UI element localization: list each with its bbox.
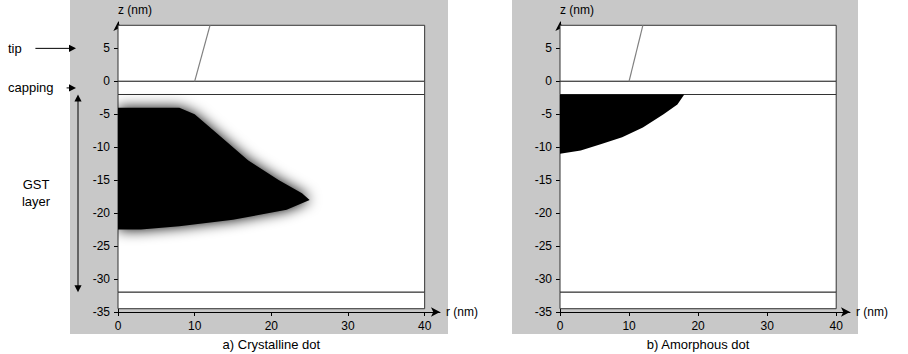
svg-text:0: 0 <box>115 319 122 333</box>
svg-text:-20: -20 <box>93 206 111 220</box>
svg-text:-5: -5 <box>99 107 110 121</box>
svg-text:a) Crystalline dot: a) Crystalline dot <box>223 337 321 352</box>
svg-text:-30: -30 <box>93 272 111 286</box>
svg-text:z (nm): z (nm) <box>118 3 152 17</box>
svg-text:10: 10 <box>188 319 202 333</box>
svg-text:r (nm): r (nm) <box>446 305 478 319</box>
svg-text:30: 30 <box>341 319 355 333</box>
svg-text:0: 0 <box>557 319 564 333</box>
svg-text:-15: -15 <box>535 173 553 187</box>
svg-text:-25: -25 <box>535 239 553 253</box>
svg-text:-25: -25 <box>93 239 111 253</box>
svg-text:30: 30 <box>760 319 774 333</box>
svg-text:tip: tip <box>8 41 22 56</box>
svg-text:10: 10 <box>622 319 636 333</box>
svg-text:-35: -35 <box>535 305 553 319</box>
svg-text:0: 0 <box>103 74 110 88</box>
svg-text:5: 5 <box>103 41 110 55</box>
svg-text:b) Amorphous dot: b) Amorphous dot <box>647 337 750 352</box>
svg-text:40: 40 <box>418 319 432 333</box>
svg-text:20: 20 <box>691 319 705 333</box>
svg-text:40: 40 <box>830 319 844 333</box>
svg-text:r (nm): r (nm) <box>856 305 888 319</box>
svg-text:z (nm): z (nm) <box>560 3 594 17</box>
svg-text:GST: GST <box>23 177 50 192</box>
svg-text:-30: -30 <box>535 272 553 286</box>
svg-text:-20: -20 <box>535 206 553 220</box>
svg-text:-10: -10 <box>535 140 553 154</box>
svg-text:5: 5 <box>545 41 552 55</box>
svg-text:capping: capping <box>8 80 54 95</box>
svg-text:0: 0 <box>545 74 552 88</box>
svg-text:-15: -15 <box>93 173 111 187</box>
svg-text:-10: -10 <box>93 140 111 154</box>
svg-text:layer: layer <box>22 194 51 209</box>
svg-text:20: 20 <box>265 319 279 333</box>
svg-text:-5: -5 <box>541 107 552 121</box>
svg-text:-35: -35 <box>93 305 111 319</box>
